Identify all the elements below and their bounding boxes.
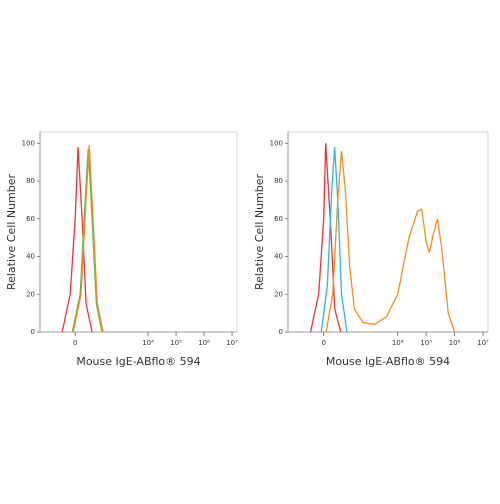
y-axis-label: Relative Cell Number [253, 173, 266, 290]
histogram-line [72, 145, 104, 333]
x-tick-label: 10⁴ [142, 339, 154, 347]
x-tick-label: 10⁴ [392, 339, 404, 347]
plot-frame [287, 131, 489, 333]
y-tick-label: 40 [26, 253, 35, 261]
histogram-line [61, 147, 93, 333]
histogram-line [325, 150, 456, 333]
x-axis-label: Mouse IgE-ABflo® 594 [76, 355, 200, 368]
y-tick-label: 20 [26, 290, 35, 298]
x-tick-label: 10⁶ [198, 339, 210, 347]
y-tick-label: 0 [279, 328, 283, 336]
histogram-line [71, 148, 103, 333]
y-tick-label: 100 [22, 139, 35, 147]
x-tick-label: 10⁵ [170, 339, 182, 347]
x-tick-label: 10⁷ [226, 339, 238, 347]
y-tick-label: 60 [26, 215, 35, 223]
x-tick-label: 0 [73, 339, 77, 347]
plot-frame [39, 131, 238, 333]
y-tick-label: 20 [274, 290, 283, 298]
histogram-line [309, 143, 342, 333]
y-axis-label: Relative Cell Number [5, 173, 18, 290]
y-tick-label: 60 [274, 215, 283, 223]
y-tick-label: 100 [270, 139, 283, 147]
y-tick-label: 0 [31, 328, 35, 336]
y-tick-label: 40 [274, 253, 283, 261]
x-axis-label: Mouse IgE-ABflo® 594 [326, 355, 450, 368]
x-tick-label: 10⁶ [449, 339, 461, 347]
y-tick-label: 80 [26, 177, 35, 185]
histogram-line [320, 147, 348, 333]
x-tick-label: 10⁵ [420, 339, 432, 347]
y-tick-label: 80 [274, 177, 283, 185]
x-tick-label: 10⁷ [477, 339, 489, 347]
x-tick-label: 0 [321, 339, 325, 347]
